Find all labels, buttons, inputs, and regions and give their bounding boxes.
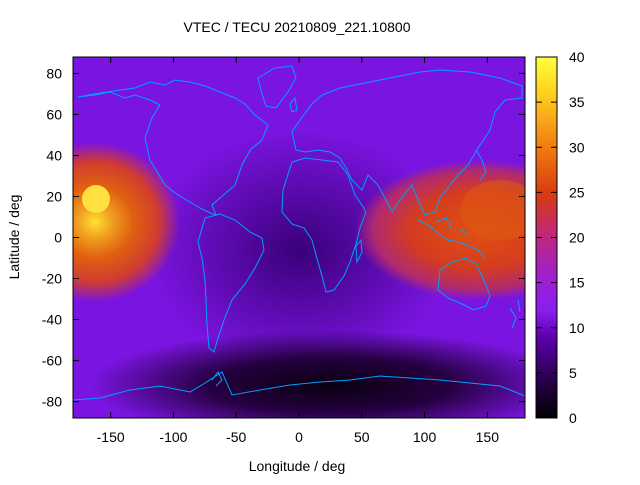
- eurasia-coast: [291, 69, 523, 216]
- y-tick-label: 0: [54, 230, 62, 246]
- madagascar-coast: [355, 238, 363, 264]
- japan-coast: [475, 149, 487, 181]
- field-dark-band: [150, 130, 450, 370]
- colorbar-tick-label: 15: [569, 275, 585, 291]
- axes: -150 -100 -50 0 50 100 150 -80 -60 -40 -20 0 20 40 60 8…: [42, 57, 525, 445]
- y-tick-label: 60: [46, 106, 62, 122]
- x-tick-label: -50: [226, 429, 246, 445]
- y-axis-label: Latitude / deg: [6, 195, 22, 280]
- chart-title: VTEC / TECU 20210809_221.10800: [183, 19, 410, 35]
- colorbar-tick-label: 5: [569, 365, 577, 381]
- australia-coast: [437, 257, 491, 311]
- vtec-field: [73, 57, 525, 418]
- new-zealand-coast: [509, 299, 521, 329]
- x-axis-label: Longitude / deg: [249, 458, 346, 474]
- y-tick-label: -60: [42, 353, 62, 369]
- colorbar-tick-label: 10: [569, 320, 585, 336]
- x-tick-label: -150: [97, 429, 125, 445]
- y-tick-label: -80: [42, 394, 62, 410]
- field-pacific-maximum: [73, 142, 180, 302]
- coastlines: [73, 65, 525, 401]
- antarctic-peninsula-coast: [211, 371, 223, 387]
- y-tick-label: 40: [46, 147, 62, 163]
- colorbar-tick-label: 25: [569, 184, 585, 200]
- x-tick-label: -100: [159, 429, 187, 445]
- y-tick-label: -40: [42, 312, 62, 328]
- greenland-coast: [257, 65, 297, 109]
- colorbar-ticks: 0 5 10 15 20 25 30 35 40: [536, 49, 585, 426]
- uk-coast: [289, 96, 298, 113]
- antarctica-coast: [73, 371, 525, 401]
- x-tick-label: 150: [476, 429, 500, 445]
- colorbar-tick-label: 35: [569, 94, 585, 110]
- field-wpac-core: [460, 180, 525, 240]
- field-south-minimum: [90, 330, 525, 418]
- indonesia-coast: [417, 217, 486, 259]
- y-tick-label: 80: [46, 65, 62, 81]
- colorbar-tick-label: 30: [569, 139, 585, 155]
- field-pacific-core: [82, 185, 110, 213]
- y-tick-label: -20: [42, 271, 62, 287]
- x-tick-label: 100: [413, 429, 437, 445]
- africa-coast: [281, 157, 367, 293]
- colorbar-tick-label: 40: [569, 49, 585, 65]
- south-america-coast: [197, 213, 265, 353]
- colorbar-tick-label: 0: [569, 410, 577, 426]
- x-tick-label: 50: [354, 429, 370, 445]
- north-america-coast: [77, 79, 269, 216]
- colorbar-tick-label: 20: [569, 230, 585, 246]
- y-tick-label: 20: [46, 188, 62, 204]
- x-tick-label: 0: [295, 429, 303, 445]
